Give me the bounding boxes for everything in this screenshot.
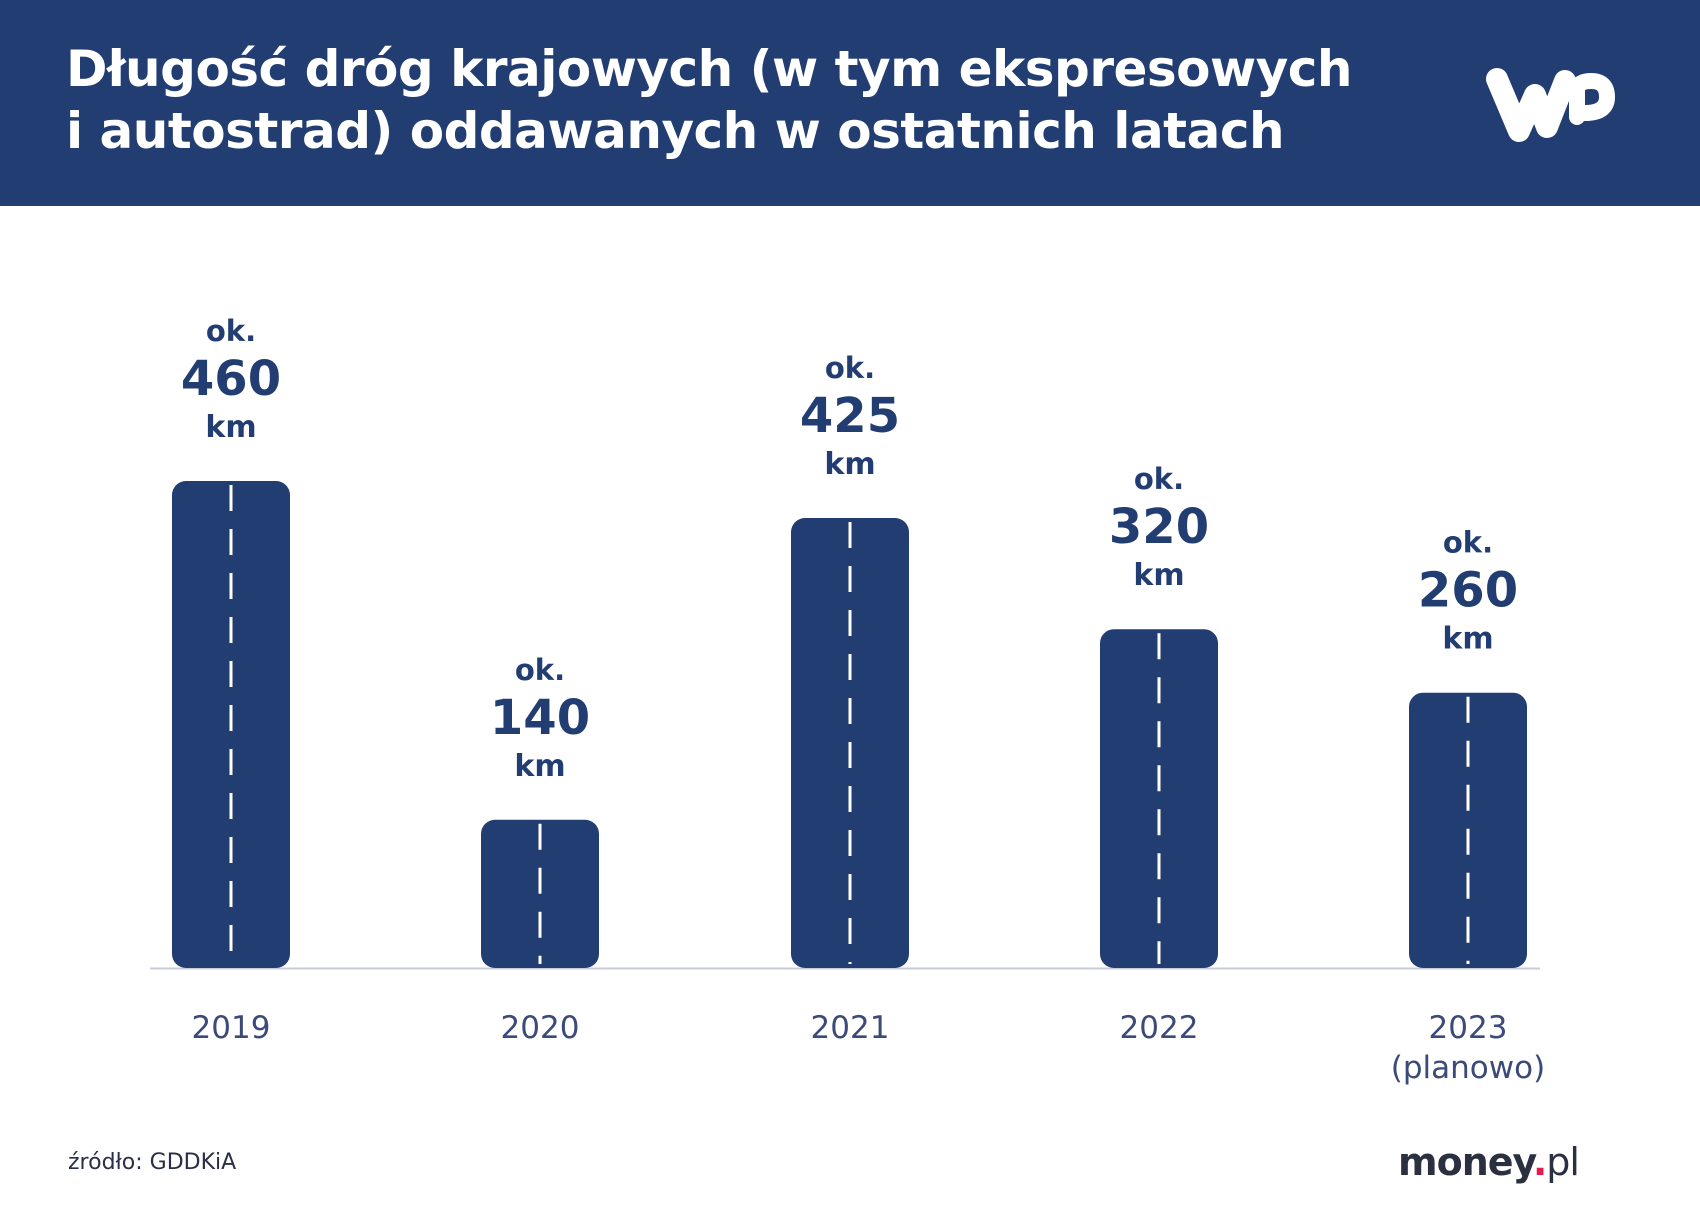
header-banner: Długość dróg krajowych (w tym ekspresowy… <box>0 0 1700 206</box>
bar-chart: ok.460km2019ok.140km2020ok.425km2021ok.3… <box>150 314 1545 1086</box>
unit-label: km <box>824 447 875 482</box>
value-prefix-label: ok. <box>825 351 875 385</box>
category-label: 2022 <box>1120 1010 1199 1046</box>
source-note: źródło: GDDKiA <box>68 1150 237 1175</box>
brand-dot: . <box>1532 1140 1547 1184</box>
category-label: 2020 <box>501 1010 580 1046</box>
brand-tld: pl <box>1546 1140 1580 1184</box>
bar-2020 <box>481 819 599 968</box>
bar-2022 <box>1100 629 1218 968</box>
unit-label: km <box>1133 558 1184 593</box>
wp-logo <box>1486 68 1616 142</box>
value-prefix-label: ok. <box>1134 462 1184 496</box>
value-label: 140 <box>490 690 590 746</box>
unit-label: km <box>514 749 565 784</box>
money-pl-logo: money.pl <box>1398 1140 1580 1184</box>
unit-label: km <box>205 410 256 445</box>
category-label: (planowo) <box>1391 1050 1545 1086</box>
value-label: 425 <box>800 388 900 444</box>
value-prefix-label: ok. <box>206 314 256 348</box>
category-label: 2023 <box>1429 1010 1508 1046</box>
value-label: 460 <box>181 351 281 407</box>
category-label: 2021 <box>811 1010 890 1046</box>
category-label: 2019 <box>192 1010 271 1046</box>
value-prefix-label: ok. <box>1443 526 1493 560</box>
value-label: 320 <box>1109 499 1209 555</box>
unit-label: km <box>1442 622 1493 657</box>
value-prefix-label: ok. <box>515 653 565 687</box>
chart-title: Długość dróg krajowych (w tym ekspresowy… <box>66 40 1353 160</box>
brand-main: money <box>1398 1140 1534 1184</box>
value-label: 260 <box>1418 563 1518 619</box>
